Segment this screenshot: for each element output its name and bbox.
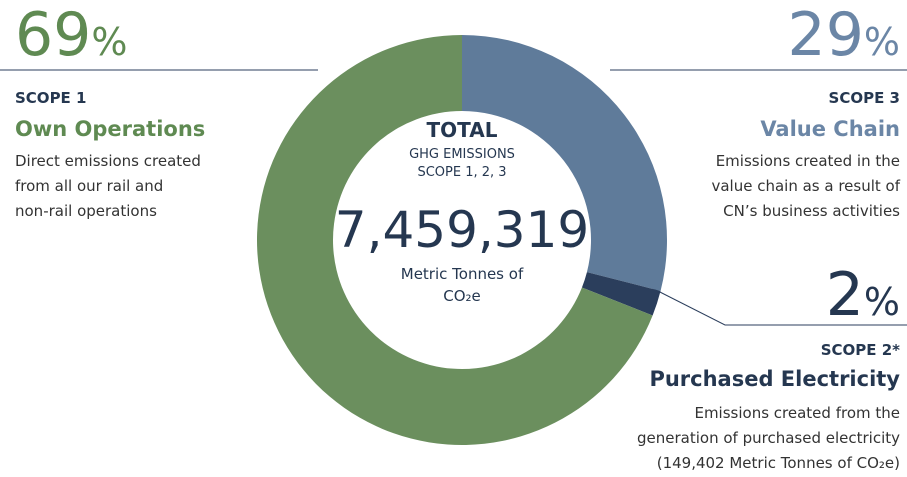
description: Direct emissions created — [15, 152, 201, 170]
description: (149,402 Metric Tonnes of CO₂e) — [657, 454, 900, 472]
description: from all our rail and — [15, 177, 163, 195]
center-heading: TOTAL — [427, 118, 498, 142]
description: non-rail operations — [15, 202, 157, 220]
category-label: Own Operations — [15, 117, 205, 141]
category-label: Value Chain — [760, 117, 900, 141]
slice — [462, 35, 668, 291]
center-subheading: SCOPE 1, 2, 3 — [417, 165, 506, 180]
description: CN’s business activities — [723, 202, 900, 220]
slice — [256, 34, 653, 446]
center-unit: CO₂e — [443, 287, 481, 305]
center-total: 7,459,319 — [335, 201, 589, 259]
scope-label: SCOPE 1 — [15, 89, 86, 107]
description: value chain as a result of — [711, 177, 900, 195]
center-subheading: GHG EMISSIONS — [409, 147, 515, 162]
center-unit: Metric Tonnes of — [401, 265, 524, 283]
description: generation of purchased electricity — [637, 429, 900, 447]
value-label: 29% — [788, 0, 900, 70]
description: Emissions created from the — [694, 404, 900, 422]
scope-label: SCOPE 3 — [829, 89, 900, 107]
description: Emissions created in the — [716, 152, 900, 170]
donut — [256, 34, 668, 446]
category-label: Purchased Electricity — [649, 367, 900, 391]
value-label: 69% — [15, 0, 127, 70]
leader-line — [651, 287, 907, 326]
value-label: 2% — [826, 260, 900, 330]
slice — [581, 272, 661, 316]
scope-label: SCOPE 2* — [821, 341, 900, 359]
